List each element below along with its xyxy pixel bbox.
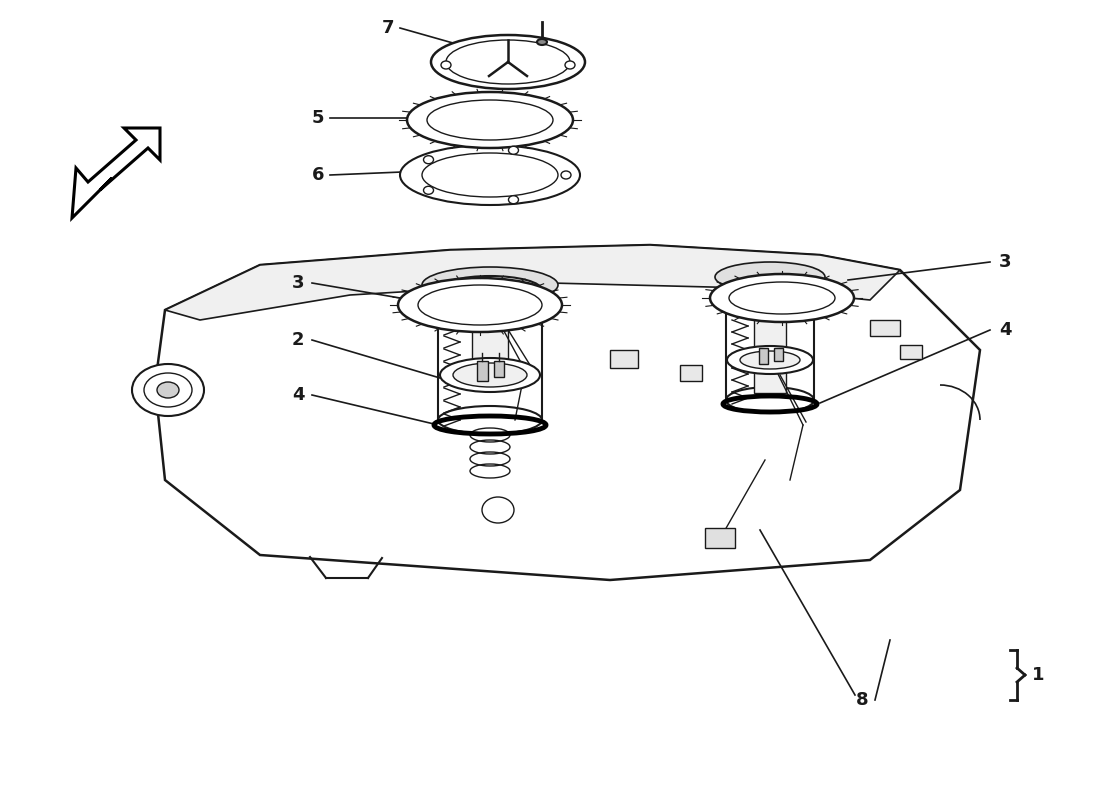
Ellipse shape: [710, 274, 854, 322]
Ellipse shape: [398, 278, 562, 332]
Ellipse shape: [132, 364, 204, 416]
Ellipse shape: [424, 156, 433, 164]
Text: 7: 7: [382, 19, 394, 37]
Ellipse shape: [715, 262, 825, 292]
Bar: [610, 350, 638, 368]
Text: 1: 1: [1032, 666, 1044, 684]
Ellipse shape: [422, 267, 558, 303]
Bar: [477, 361, 488, 381]
Ellipse shape: [740, 351, 800, 369]
Ellipse shape: [726, 282, 814, 308]
Bar: [472, 308, 508, 373]
Text: 4: 4: [999, 321, 1011, 339]
Polygon shape: [165, 245, 900, 320]
Text: 2: 2: [292, 331, 305, 349]
Ellipse shape: [453, 363, 527, 387]
Bar: [494, 361, 504, 377]
Text: 4: 4: [292, 386, 305, 404]
Ellipse shape: [431, 35, 585, 89]
Ellipse shape: [144, 373, 192, 407]
Ellipse shape: [508, 146, 518, 154]
Bar: [870, 320, 900, 336]
Ellipse shape: [726, 387, 814, 413]
Ellipse shape: [729, 282, 835, 314]
Text: 6: 6: [311, 166, 324, 184]
Text: 5: 5: [311, 109, 324, 127]
Ellipse shape: [727, 346, 813, 374]
Ellipse shape: [446, 40, 570, 84]
Bar: [900, 345, 922, 359]
Bar: [759, 348, 768, 364]
Ellipse shape: [565, 61, 575, 69]
Bar: [680, 365, 702, 381]
Text: 8: 8: [856, 691, 868, 709]
Ellipse shape: [424, 186, 433, 194]
Bar: [705, 528, 735, 548]
Ellipse shape: [427, 100, 553, 140]
Bar: [774, 348, 783, 361]
Polygon shape: [155, 245, 980, 580]
Ellipse shape: [440, 358, 540, 392]
Ellipse shape: [438, 406, 542, 434]
Text: a passion for parts since 1985: a passion for parts since 1985: [336, 454, 824, 486]
Text: 3: 3: [999, 253, 1011, 271]
Bar: [754, 313, 786, 393]
Ellipse shape: [438, 276, 542, 304]
Ellipse shape: [407, 92, 573, 148]
Ellipse shape: [400, 145, 580, 205]
Text: eurOparts: eurOparts: [295, 359, 884, 461]
Ellipse shape: [508, 196, 518, 204]
Ellipse shape: [157, 382, 179, 398]
Ellipse shape: [537, 39, 547, 45]
Ellipse shape: [422, 153, 558, 197]
Ellipse shape: [482, 497, 514, 523]
Ellipse shape: [418, 285, 542, 325]
Ellipse shape: [561, 171, 571, 179]
Polygon shape: [72, 128, 160, 218]
Text: 3: 3: [292, 274, 305, 292]
Ellipse shape: [441, 61, 451, 69]
